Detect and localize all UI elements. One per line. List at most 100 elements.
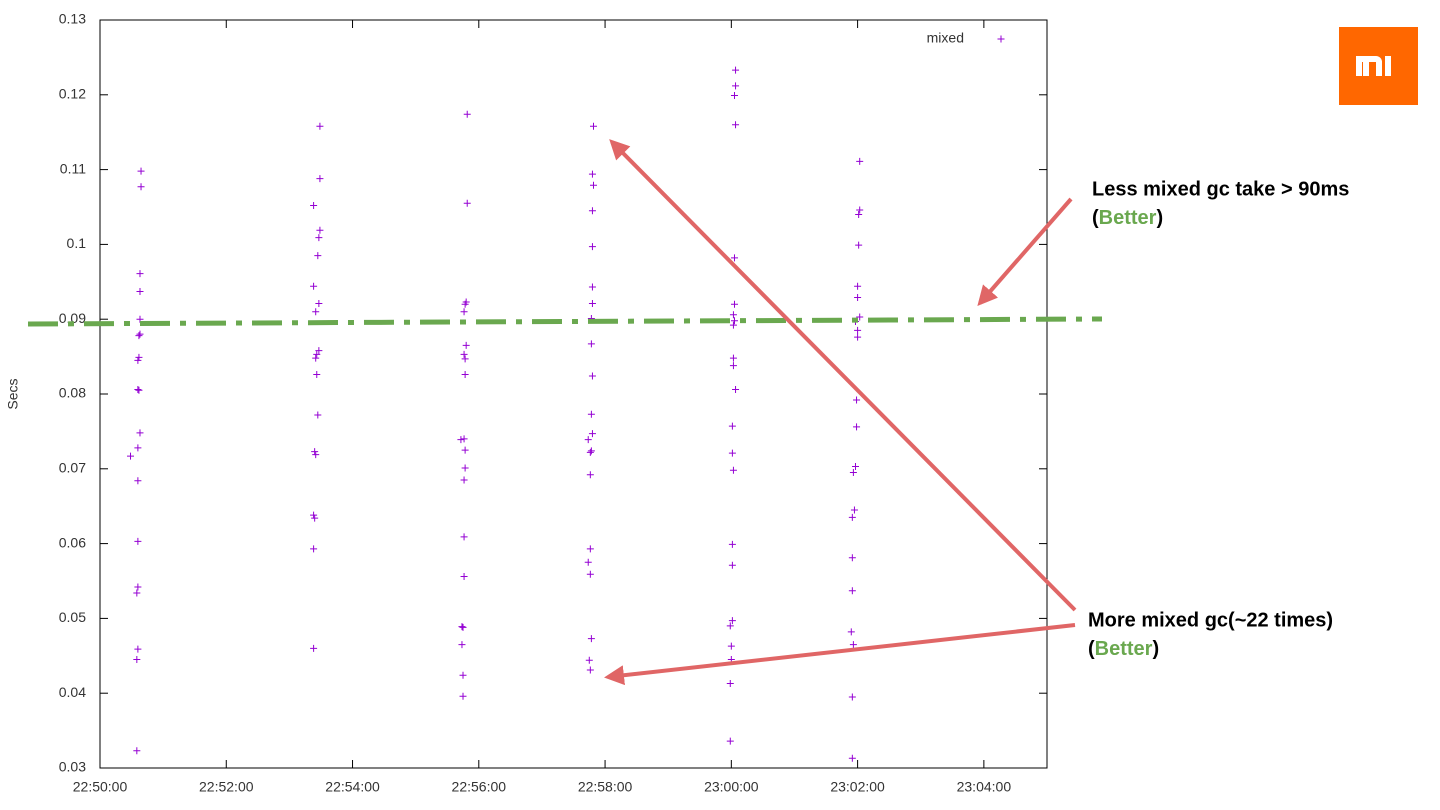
point [730,92,738,100]
y-tick-label: 0.08 [59,385,86,401]
point [460,533,468,541]
point [461,355,469,363]
point [460,435,468,443]
point [136,315,144,323]
point [310,644,318,652]
point [584,436,592,444]
point [586,570,594,578]
point [586,471,594,479]
point [460,476,468,484]
plot-frame [99,19,1048,769]
point [459,623,467,631]
point [847,628,855,636]
y-tick-label: 0.06 [59,534,86,550]
x-tick-label: 23:02:00 [830,779,885,795]
point [313,350,321,358]
point [460,350,468,358]
point [313,371,321,379]
point [316,122,324,130]
point [854,333,862,341]
point [728,540,736,548]
point [848,754,856,762]
point [463,110,471,118]
arrow [604,623,1076,686]
point [849,641,857,649]
threshold-line [27,316,1103,327]
point [587,447,595,455]
point [461,446,469,454]
point [729,321,737,329]
point [588,430,596,438]
point [729,354,737,362]
point [311,514,319,522]
point [732,386,740,394]
point [587,340,595,348]
x-tick-label: 22:52:00 [199,779,254,795]
y-axis-label: Secs [5,378,21,409]
point [848,693,856,701]
point [589,122,597,130]
point [856,157,864,165]
x-tick-label: 22:54:00 [325,779,380,795]
point [589,181,597,189]
point [134,356,142,364]
point [134,444,142,452]
point [853,396,861,404]
point [136,429,144,437]
point [848,587,856,595]
point [726,679,734,687]
point [134,583,142,591]
point [127,452,135,460]
y-tick-label: 0.03 [59,759,86,775]
point [728,449,736,457]
annotation: More mixed gc(~22 times) [1088,609,1333,631]
arrow [977,197,1073,307]
point [588,372,596,380]
point [310,511,318,519]
point [133,747,141,755]
point [849,469,857,477]
point [312,451,320,459]
y-tick-label: 0.07 [59,460,86,476]
point [134,477,142,485]
point [729,311,737,319]
point [461,464,469,472]
point [461,300,469,308]
point [855,210,863,218]
point [726,622,734,630]
annotation: (Better) [1088,638,1159,660]
point [854,326,862,334]
point [854,282,862,290]
point [588,170,596,178]
logo-mark [1363,62,1369,76]
point [853,423,861,431]
point [463,199,471,207]
point [588,283,596,291]
x-tick-label: 22:58:00 [578,779,633,795]
legend-marker [997,35,1005,43]
point [136,270,144,278]
point [457,436,465,444]
annotation: (Better) [1092,207,1163,229]
point [587,410,595,418]
annotation-highlight: Better [1099,207,1157,229]
annotation-part: ) [1152,638,1159,660]
point [314,252,322,260]
annotation-part: ( [1088,638,1095,660]
point [311,448,319,456]
annotation: Less mixed gc take > 90ms [1092,178,1349,200]
y-tick-label: 0.04 [59,684,86,700]
point [459,692,467,700]
point [732,121,740,129]
point [315,347,323,355]
point [310,545,318,553]
point [586,448,594,456]
point [310,202,318,210]
point [850,506,858,514]
point [588,207,596,215]
y-tick-label: 0.11 [60,160,86,176]
point [584,558,592,566]
point [133,656,141,664]
x-tick-label: 23:00:00 [704,779,759,795]
point [316,226,324,234]
